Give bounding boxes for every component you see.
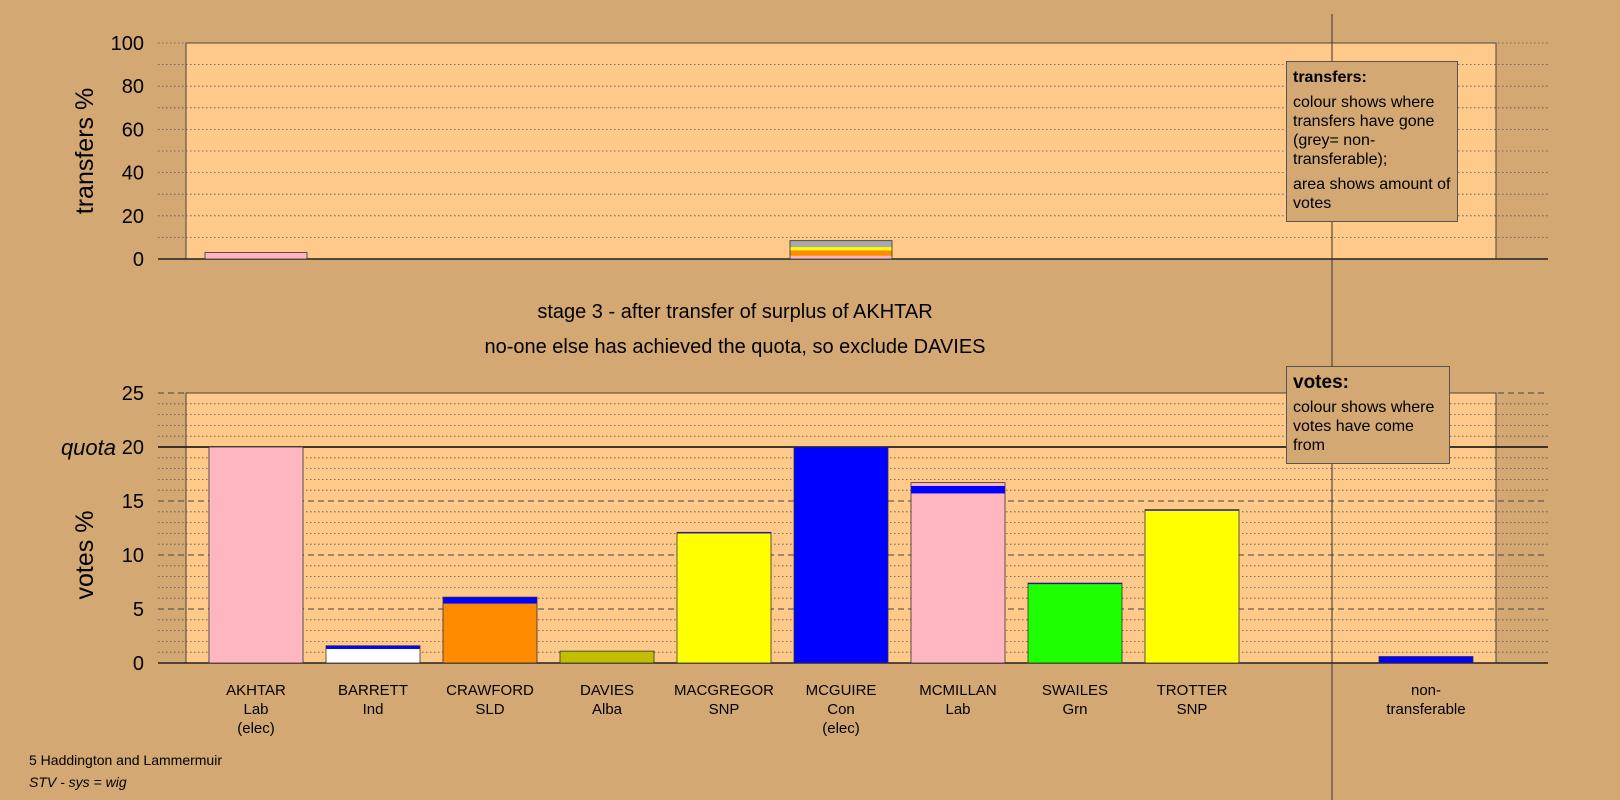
system-label: STV - sys = wig — [29, 774, 127, 790]
votes-tick-label: 5 — [133, 599, 144, 621]
quota-label: quota — [61, 435, 116, 460]
candidate-party: Con — [827, 701, 855, 718]
candidate-party: SNP — [1177, 701, 1208, 718]
candidate-party: Ind — [363, 701, 384, 718]
vote-bar-macgregor-segment — [677, 532, 771, 534]
transfer-bar-segment — [790, 255, 892, 259]
transfer-bar-outline — [789, 240, 893, 260]
transfer-bar-segment — [205, 252, 307, 259]
vote-bar-crawford-segment — [443, 597, 537, 604]
votes-legend-line1: colour shows where votes have come from — [1293, 399, 1435, 454]
candidate-name: DAVIES — [580, 682, 634, 699]
transfer-bar-segment — [790, 240, 892, 248]
candidate-name: MCGUIRE — [806, 682, 877, 699]
vote-bar-barrett-outline — [325, 645, 421, 664]
vote-bar-mcguire-segment — [794, 447, 888, 663]
vote-bar-barrett-segment — [326, 645, 420, 649]
stage-line2: no-one else has achieved the quota, so e… — [484, 336, 985, 358]
transfers-tick-label: 0 — [133, 249, 144, 271]
votes-tick-label: 15 — [122, 491, 144, 513]
transfers-legend-line2: area shows amount of votes — [1293, 176, 1451, 212]
transfers-tick-label: 60 — [122, 119, 144, 141]
vote-bar-mcmillan-segment — [911, 485, 1005, 494]
candidate-status: (elec) — [822, 720, 860, 737]
candidate-party: Alba — [592, 701, 623, 718]
vote-bar-trotter-segment — [1145, 509, 1239, 511]
transfers-legend-title: transfers: — [1293, 69, 1367, 86]
vote-bar-nontransferable-outline — [1378, 656, 1474, 664]
vote-bar-macgregor-segment — [677, 533, 771, 663]
vote-bar-mcmillan-outline — [910, 482, 1006, 664]
vote-bar-nontransferable-segment — [1379, 656, 1473, 663]
transfers-tick-label: 40 — [122, 163, 144, 185]
candidate-party: SLD — [475, 701, 504, 718]
constituency-label: 5 Haddington and Lammermuir — [29, 752, 222, 768]
vote-bar-trotter-outline — [1144, 509, 1240, 664]
transfer-bar-segment — [790, 250, 892, 256]
votes-legend-title: votes: — [1293, 372, 1349, 393]
transfers-tick-label: 100 — [111, 33, 144, 55]
vote-bar-trotter-segment — [1145, 510, 1239, 663]
transfer-bar-segment — [790, 247, 892, 251]
nontransferable-label-1: non- — [1411, 682, 1441, 699]
candidate-name: AKHTAR — [226, 682, 286, 699]
candidate-name: CRAWFORD — [446, 682, 534, 699]
candidate-name: MACGREGOR — [674, 682, 774, 699]
vote-bar-davies-outline — [559, 650, 655, 664]
transfers-legend-line1: colour shows where transfers have gone (… — [1293, 94, 1435, 168]
votes-axis-label: votes % — [71, 511, 99, 600]
vote-bar-mcguire-outline — [793, 446, 889, 664]
transfers-legend-box: transfers: colour shows where transfers … — [1286, 61, 1458, 222]
votes-tick-label: 25 — [122, 383, 144, 405]
votes-legend-box: votes: colour shows where votes have com… — [1286, 366, 1450, 464]
candidate-name: MCMILLAN — [919, 682, 997, 699]
candidate-party: Lab — [945, 701, 970, 718]
votes-tick-label: 10 — [122, 545, 144, 567]
candidate-name: TROTTER — [1157, 682, 1228, 699]
transfers-tick-label: 20 — [122, 206, 144, 228]
vote-bar-macgregor-outline — [676, 531, 772, 664]
candidate-party: SNP — [709, 701, 740, 718]
vote-bar-swailes-segment — [1028, 583, 1122, 585]
vote-bar-mcmillan-segment — [911, 482, 1005, 486]
vote-bar-crawford-segment — [443, 603, 537, 663]
transfers-plot-area — [185, 42, 1497, 260]
candidate-status: (elec) — [237, 720, 275, 737]
candidate-party: Lab — [243, 701, 268, 718]
stage-line1: stage 3 - after transfer of surplus of A… — [537, 301, 932, 323]
nontransferable-label-2: transferable — [1386, 701, 1465, 718]
vote-bar-akhtar-segment — [209, 447, 303, 663]
vote-bar-swailes-segment — [1028, 584, 1122, 663]
vote-bar-mcmillan-segment — [911, 493, 1005, 663]
vote-bar-barrett-segment — [326, 648, 420, 663]
votes-tick-label: 20 — [122, 437, 144, 459]
candidate-name: BARRETT — [338, 682, 408, 699]
transfers-tick-label: 80 — [122, 76, 144, 98]
transfer-bar-outline — [204, 252, 308, 260]
candidate-party: Grn — [1062, 701, 1087, 718]
vote-bar-davies-segment — [560, 651, 654, 663]
transfers-axis-label: transfers % — [71, 88, 99, 214]
vote-bar-akhtar-outline — [208, 446, 304, 664]
vote-bar-crawford-outline — [442, 596, 538, 664]
vote-bar-swailes-outline — [1027, 582, 1123, 664]
votes-tick-label: 0 — [133, 653, 144, 675]
candidate-name: SWAILES — [1042, 682, 1108, 699]
